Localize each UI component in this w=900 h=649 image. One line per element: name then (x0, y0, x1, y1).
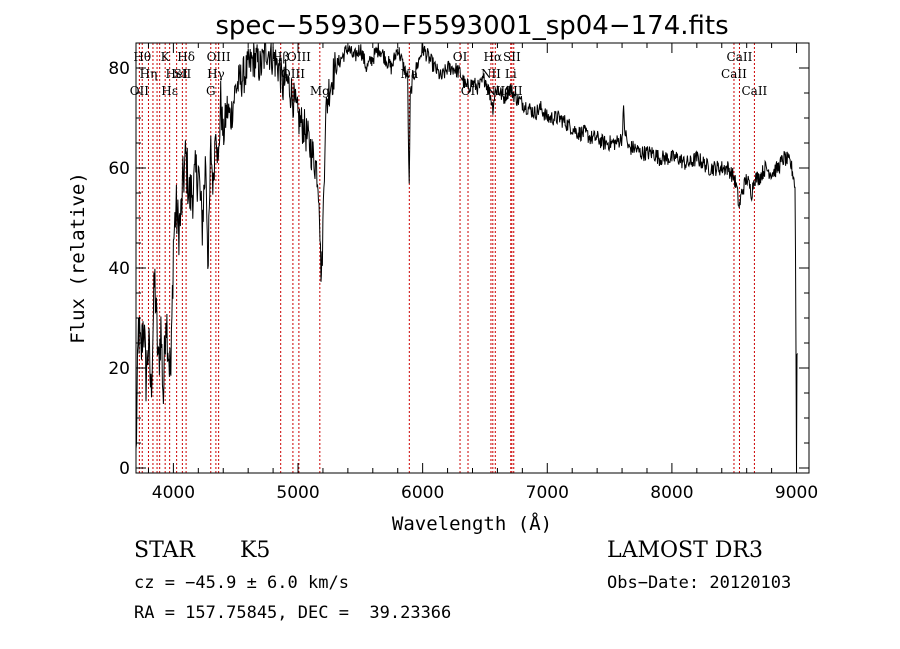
x-axis-label: Wavelength (Å) (392, 512, 552, 535)
plot-frame (135, 42, 810, 474)
x-tick-label-5: 9000 (775, 483, 818, 503)
x-tick-label-4: 8000 (650, 483, 693, 503)
line-label-19: OI (453, 50, 468, 64)
line-label-25: SII (503, 50, 521, 64)
line-label-17: Mg (310, 84, 330, 98)
line-label-29: CaII (741, 84, 767, 98)
y-tick-label-3: 60 (108, 159, 130, 179)
redshift-cz: cz = −45.9 ± 6.0 km/s (134, 573, 349, 593)
line-label-28: CaII (727, 50, 753, 64)
survey-name: LAMOST DR3 (607, 538, 763, 563)
coordinates: RA = 157.75845, DEC = 39.23366 (134, 603, 452, 623)
x-axis-ticks: 4000 5000 6000 7000 8000 9000 (147, 43, 818, 503)
line-label-24: Li (505, 67, 517, 81)
line-label-27: CaII (721, 67, 747, 81)
line-label-2: Hη (140, 67, 158, 81)
line-label-13: OIII (207, 50, 231, 64)
line-label-22: Hα (484, 50, 503, 64)
chart-title: spec−55930−F5593001_sp04−174.fits (215, 11, 728, 41)
line-label-0: Hθ (133, 50, 151, 64)
object-class: STAR (134, 538, 195, 563)
y-tick-label-2: 40 (108, 259, 130, 279)
line-label-10: Hδ (177, 50, 195, 64)
line-label-1: OII (130, 84, 150, 98)
x-tick-label-1: 5000 (276, 483, 319, 503)
line-label-11: G (206, 84, 216, 98)
line-label-12: Hγ (207, 67, 225, 81)
observation-date: Obs−Date: 20120103 (607, 573, 792, 593)
line-label-9: SII (174, 67, 192, 81)
y-tick-label-4: 80 (108, 59, 130, 79)
y-tick-label-1: 20 (108, 359, 130, 379)
y-tick-label-0: 0 (119, 459, 130, 479)
line-label-8: HeI (165, 67, 188, 81)
line-label-16: OIII (287, 50, 311, 64)
spectrum-series (135, 42, 798, 471)
line-label-6: K (161, 50, 171, 64)
y-axis-label: Flux (relative) (67, 172, 89, 344)
y-axis-ticks: 0 20 40 60 80 (108, 59, 809, 479)
line-label-7: Hε (161, 84, 178, 98)
object-subclass: K5 (240, 538, 271, 563)
x-tick-label-0: 4000 (152, 483, 195, 503)
spectrum-line (135, 42, 798, 471)
line-label-21: NII (481, 67, 501, 81)
x-tick-label-3: 7000 (526, 483, 569, 503)
x-tick-label-2: 6000 (401, 483, 444, 503)
